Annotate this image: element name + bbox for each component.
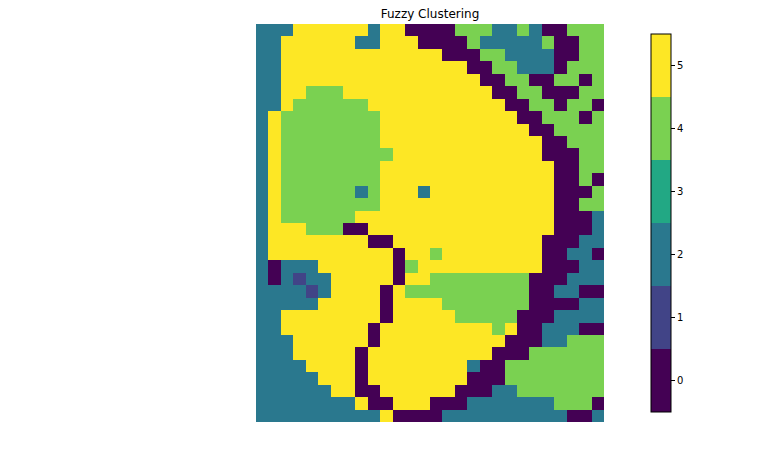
svg-text:2: 2 [677,249,683,260]
svg-text:1: 1 [677,312,683,323]
svg-text:4: 4 [677,123,683,134]
svg-text:Fuzzy Clustering: Fuzzy Clustering [381,7,480,21]
svg-text:3: 3 [677,186,683,197]
svg-text:0: 0 [677,375,683,386]
svg-text:5: 5 [677,60,683,71]
